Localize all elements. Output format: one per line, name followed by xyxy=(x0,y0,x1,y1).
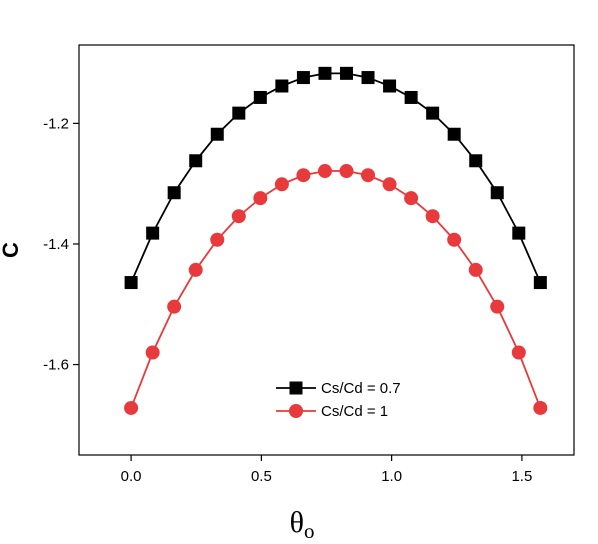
data-point xyxy=(253,90,267,104)
series-line-1 xyxy=(130,170,542,409)
data-point xyxy=(404,90,418,104)
data-point xyxy=(145,345,160,360)
data-point xyxy=(361,71,375,85)
x-tick-label: 1.0 xyxy=(381,468,402,485)
data-point xyxy=(533,276,547,290)
data-point xyxy=(339,164,354,179)
data-point xyxy=(468,262,483,277)
data-point xyxy=(511,345,526,360)
data-point xyxy=(253,191,268,206)
legend-marker-1 xyxy=(289,404,303,418)
data-point xyxy=(275,79,289,93)
data-point xyxy=(533,400,548,415)
data-point xyxy=(296,168,311,183)
data-point xyxy=(167,299,182,314)
data-point xyxy=(469,154,483,168)
data-point xyxy=(383,79,397,93)
data-point xyxy=(188,262,203,277)
series-0 xyxy=(124,66,547,290)
data-point xyxy=(167,186,181,200)
axis-ticks: 0.0 0.5 1.0 1.5 -1.2 -1.4 -1.6 xyxy=(43,115,532,485)
data-point xyxy=(318,66,332,80)
data-point xyxy=(339,66,353,80)
y-tick-label: -1.4 xyxy=(43,236,69,253)
legend-entry-0: Cs/Cd = 0.7 xyxy=(276,380,401,397)
data-point xyxy=(382,177,397,192)
data-point xyxy=(210,232,225,247)
data-point xyxy=(189,154,203,168)
data-point xyxy=(425,209,440,224)
series-line-0 xyxy=(130,72,542,283)
legend-marker-0 xyxy=(289,381,303,395)
series-layer xyxy=(124,66,548,415)
x-axis-label: θo xyxy=(290,506,315,543)
data-point xyxy=(512,226,526,240)
data-point xyxy=(232,106,246,120)
data-point xyxy=(124,400,139,415)
data-point xyxy=(490,186,504,200)
legend: Cs/Cd = 0.7 Cs/Cd = 1 xyxy=(276,380,401,420)
y-tick-label: -1.6 xyxy=(43,357,69,374)
data-point xyxy=(447,232,462,247)
x-tick-label: 0.0 xyxy=(121,468,142,485)
data-point xyxy=(231,209,246,224)
data-point xyxy=(426,106,440,120)
series-1 xyxy=(124,164,548,415)
data-point xyxy=(210,127,224,141)
data-point xyxy=(317,164,332,179)
data-point xyxy=(124,276,138,290)
legend-entry-1: Cs/Cd = 1 xyxy=(276,403,388,420)
x-tick-label: 1.5 xyxy=(511,468,532,485)
y-tick-label: -1.2 xyxy=(43,115,69,132)
data-point xyxy=(274,177,289,192)
legend-label-1: Cs/Cd = 1 xyxy=(321,403,388,420)
data-point xyxy=(447,127,461,141)
data-point xyxy=(146,226,160,240)
x-axis-label-subscript: o xyxy=(304,519,315,543)
data-point xyxy=(404,191,419,206)
plot-frame xyxy=(78,44,575,456)
x-tick-label: 0.5 xyxy=(251,468,272,485)
data-point xyxy=(361,168,376,183)
y-axis-label: C xyxy=(0,242,23,258)
data-point xyxy=(296,71,310,85)
data-point xyxy=(490,299,505,314)
legend-label-0: Cs/Cd = 0.7 xyxy=(321,380,401,397)
x-axis-label-main: θ xyxy=(290,506,304,539)
